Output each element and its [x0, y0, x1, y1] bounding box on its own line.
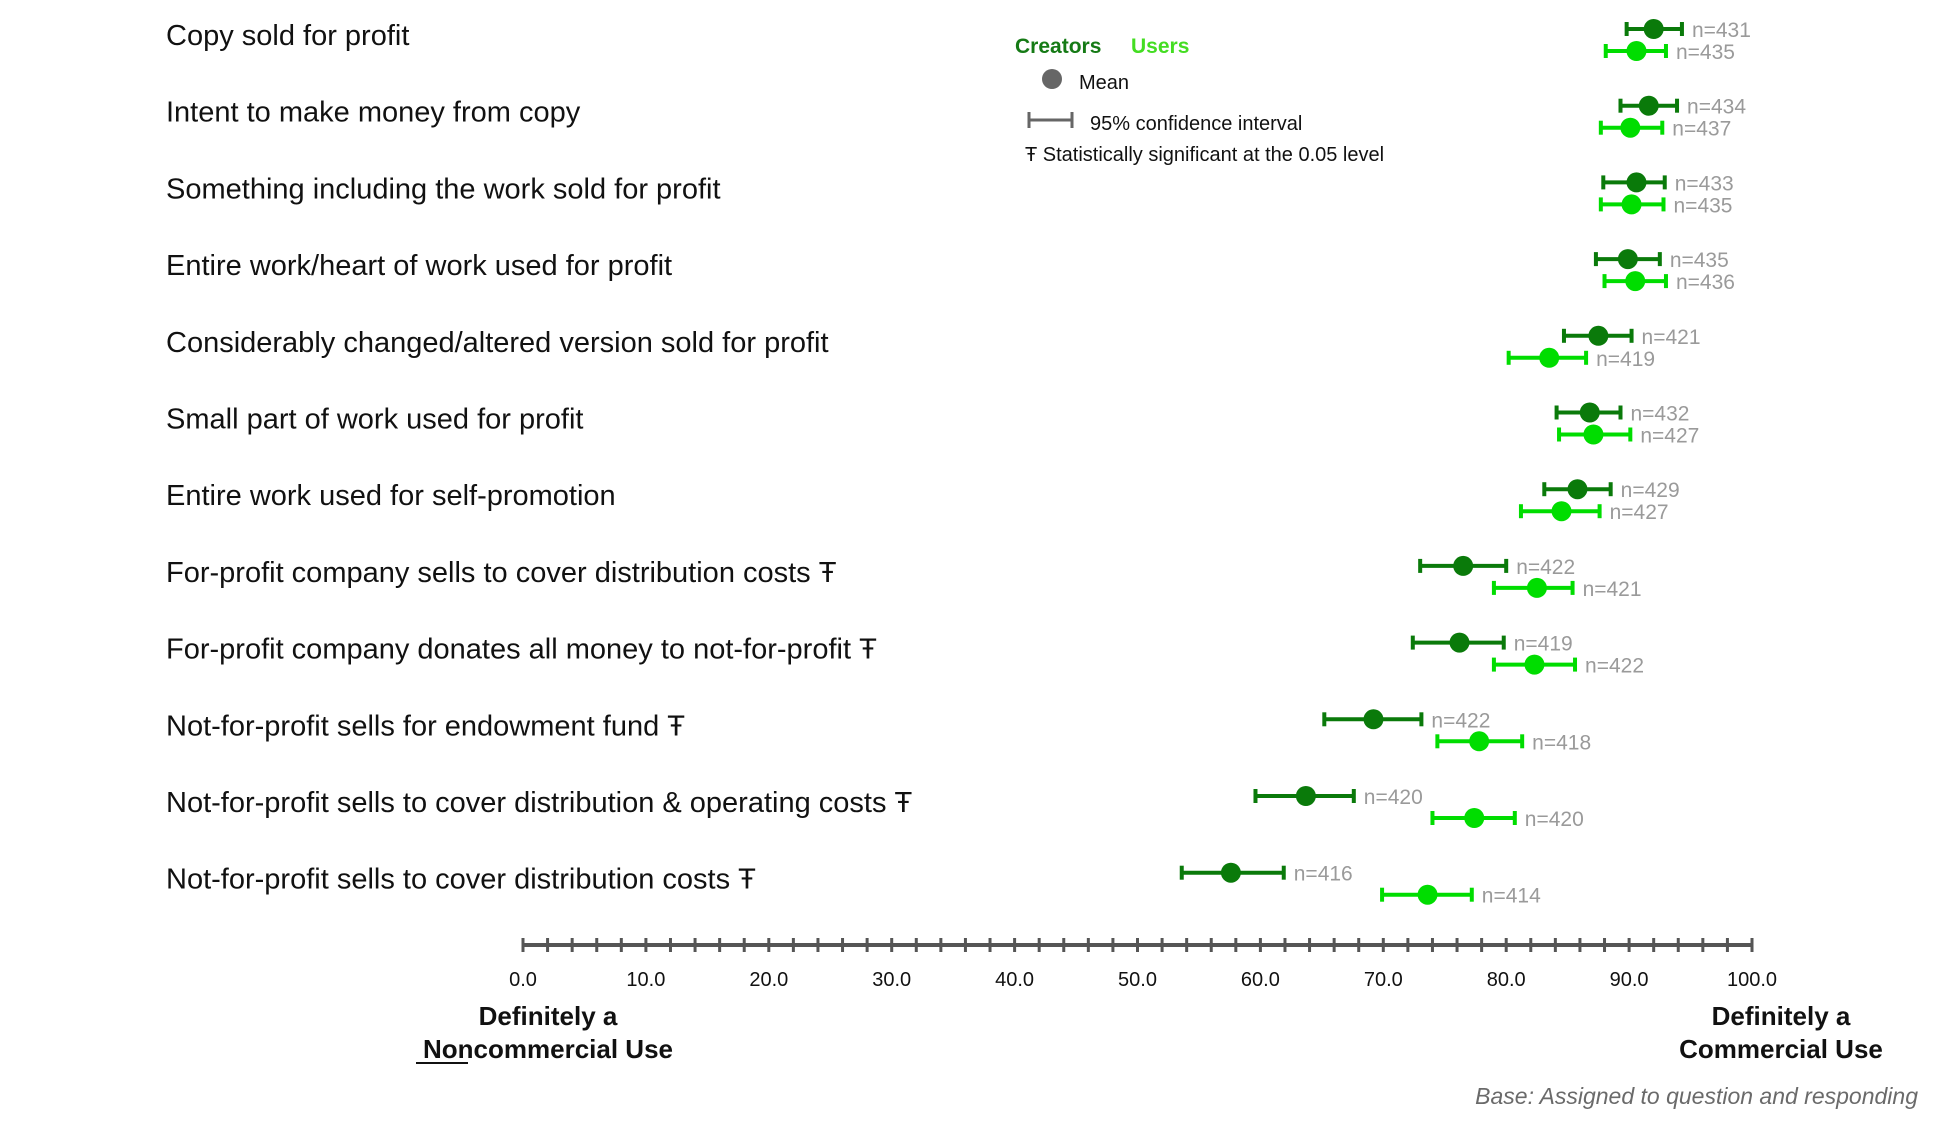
n-label: n=435	[1674, 194, 1733, 217]
x-tick-label: 0.0	[509, 969, 537, 991]
n-label: n=433	[1675, 172, 1734, 195]
category-label: Something including the work sold for pr…	[166, 173, 721, 205]
legend-users: Users	[1131, 35, 1189, 58]
n-label: n=419	[1514, 633, 1573, 656]
left-end-label-line1: Definitely a	[479, 1001, 618, 1031]
mean-point	[1363, 709, 1384, 730]
mean-point	[1625, 271, 1646, 292]
category-label: Not-for-profit sells to cover distributi…	[166, 864, 756, 896]
mean-point	[1643, 19, 1664, 39]
n-label: n=414	[1482, 885, 1541, 908]
n-label: n=435	[1676, 41, 1735, 64]
category-label: For-profit company donates all money to …	[166, 634, 877, 666]
n-label: n=435	[1670, 249, 1729, 272]
axis-end-labels: Definitely a Noncommercial Use Definitel…	[416, 1001, 1883, 1064]
mean-point	[1621, 194, 1642, 215]
n-label: n=422	[1516, 556, 1575, 579]
n-label: n=427	[1640, 425, 1699, 448]
n-label: n=418	[1532, 731, 1591, 754]
mean-point	[1617, 249, 1638, 270]
n-label: n=419	[1596, 348, 1655, 371]
mean-point	[1464, 808, 1485, 828]
mean-point	[1626, 172, 1647, 193]
x-tick-label: 90.0	[1610, 969, 1649, 991]
n-label: n=434	[1687, 96, 1746, 119]
category-label: Considerably changed/altered version sol…	[166, 327, 829, 359]
x-axis-tick-labels: 0.0 10.0 20.0 30.0 40.0 50.0 60.0 70.0 80.0 90.0 1…	[509, 969, 1777, 991]
x-tick-label: 70.0	[1364, 969, 1403, 991]
mean-point	[1588, 325, 1609, 346]
mean-point	[1620, 117, 1641, 138]
category-label: Not-for-profit sells to cover distributi…	[166, 787, 913, 819]
legend-significance-label: Ŧ Statistically significant at the 0.05 …	[1025, 144, 1384, 166]
mean-point	[1449, 632, 1470, 653]
n-label: n=421	[1583, 578, 1642, 601]
mean-point	[1567, 479, 1588, 500]
x-tick-label: 100.0	[1727, 969, 1777, 991]
mean-point	[1539, 347, 1560, 368]
series-creators: n=431n=434n=433n=435n=421n=432n=429n=422…	[1179, 19, 1751, 886]
category-label: Entire work/heart of work used for profi…	[166, 250, 672, 282]
n-label: n=436	[1676, 271, 1735, 294]
mean-point	[1453, 555, 1474, 576]
x-tick-label: 60.0	[1241, 969, 1280, 991]
n-label: n=427	[1610, 501, 1669, 524]
category-label: Small part of work used for profit	[166, 404, 583, 436]
mean-point	[1638, 95, 1659, 116]
mean-point	[1469, 731, 1490, 752]
x-axis-minor-ticks	[521, 938, 1754, 952]
n-label: n=422	[1585, 655, 1644, 678]
x-tick-label: 20.0	[749, 969, 788, 991]
x-axis: 0.0 10.0 20.0 30.0 40.0 50.0 60.0 70.0 80.0 90.0 1…	[509, 938, 1777, 991]
series-layer: n=431n=434n=433n=435n=421n=432n=429n=422…	[1179, 19, 1751, 908]
n-label: n=416	[1294, 863, 1353, 886]
n-label: n=429	[1621, 479, 1680, 502]
mean-point	[1526, 577, 1547, 598]
category-label: Not-for-profit sells for endowment fund …	[166, 710, 685, 742]
legend-mean-label: Mean	[1079, 72, 1129, 94]
mean-point	[1583, 424, 1604, 445]
mean-point	[1579, 402, 1600, 423]
left-end-label-line2: Noncommercial Use	[423, 1034, 673, 1064]
x-tick-label: 80.0	[1487, 969, 1526, 991]
category-label: For-profit company sells to cover distri…	[166, 557, 837, 589]
right-end-label-line1: Definitely a	[1712, 1001, 1851, 1031]
right-end-label-line2: Commercial Use	[1679, 1034, 1883, 1064]
mean-point	[1417, 884, 1438, 905]
mean-point	[1220, 862, 1241, 883]
base-note: Base: Assigned to question and respondin…	[1475, 1083, 1918, 1109]
n-label: n=431	[1692, 19, 1751, 42]
category-label: Entire work used for self-promotion	[166, 480, 616, 512]
x-tick-label: 40.0	[995, 969, 1034, 991]
n-label: n=432	[1630, 403, 1689, 426]
mean-point	[1551, 501, 1572, 522]
category-label: Intent to make money from copy	[166, 97, 581, 129]
x-tick-label: 10.0	[626, 969, 665, 991]
x-tick-label: 30.0	[872, 969, 911, 991]
legend: Creators Users Mean 95% confidence inter…	[1015, 35, 1384, 166]
series-users: n=435n=437n=435n=436n=419n=427n=427n=421…	[1380, 41, 1735, 908]
legend-ci-marker	[1027, 112, 1074, 128]
x-tick-label: 50.0	[1118, 969, 1157, 991]
legend-mean-marker	[1042, 69, 1062, 89]
mean-point	[1524, 654, 1545, 675]
mean-point	[1295, 786, 1316, 806]
category-label: Copy sold for profit	[166, 20, 409, 52]
n-label: n=420	[1525, 808, 1584, 831]
n-label: n=420	[1364, 786, 1423, 809]
legend-creators: Creators	[1015, 35, 1101, 58]
n-label: n=437	[1672, 118, 1731, 141]
legend-ci-label: 95% confidence interval	[1090, 113, 1302, 135]
n-label: n=421	[1642, 326, 1701, 349]
n-label: n=422	[1431, 709, 1490, 732]
category-labels: Copy sold for profit Intent to make money…	[166, 20, 913, 896]
mean-point	[1626, 41, 1647, 61]
